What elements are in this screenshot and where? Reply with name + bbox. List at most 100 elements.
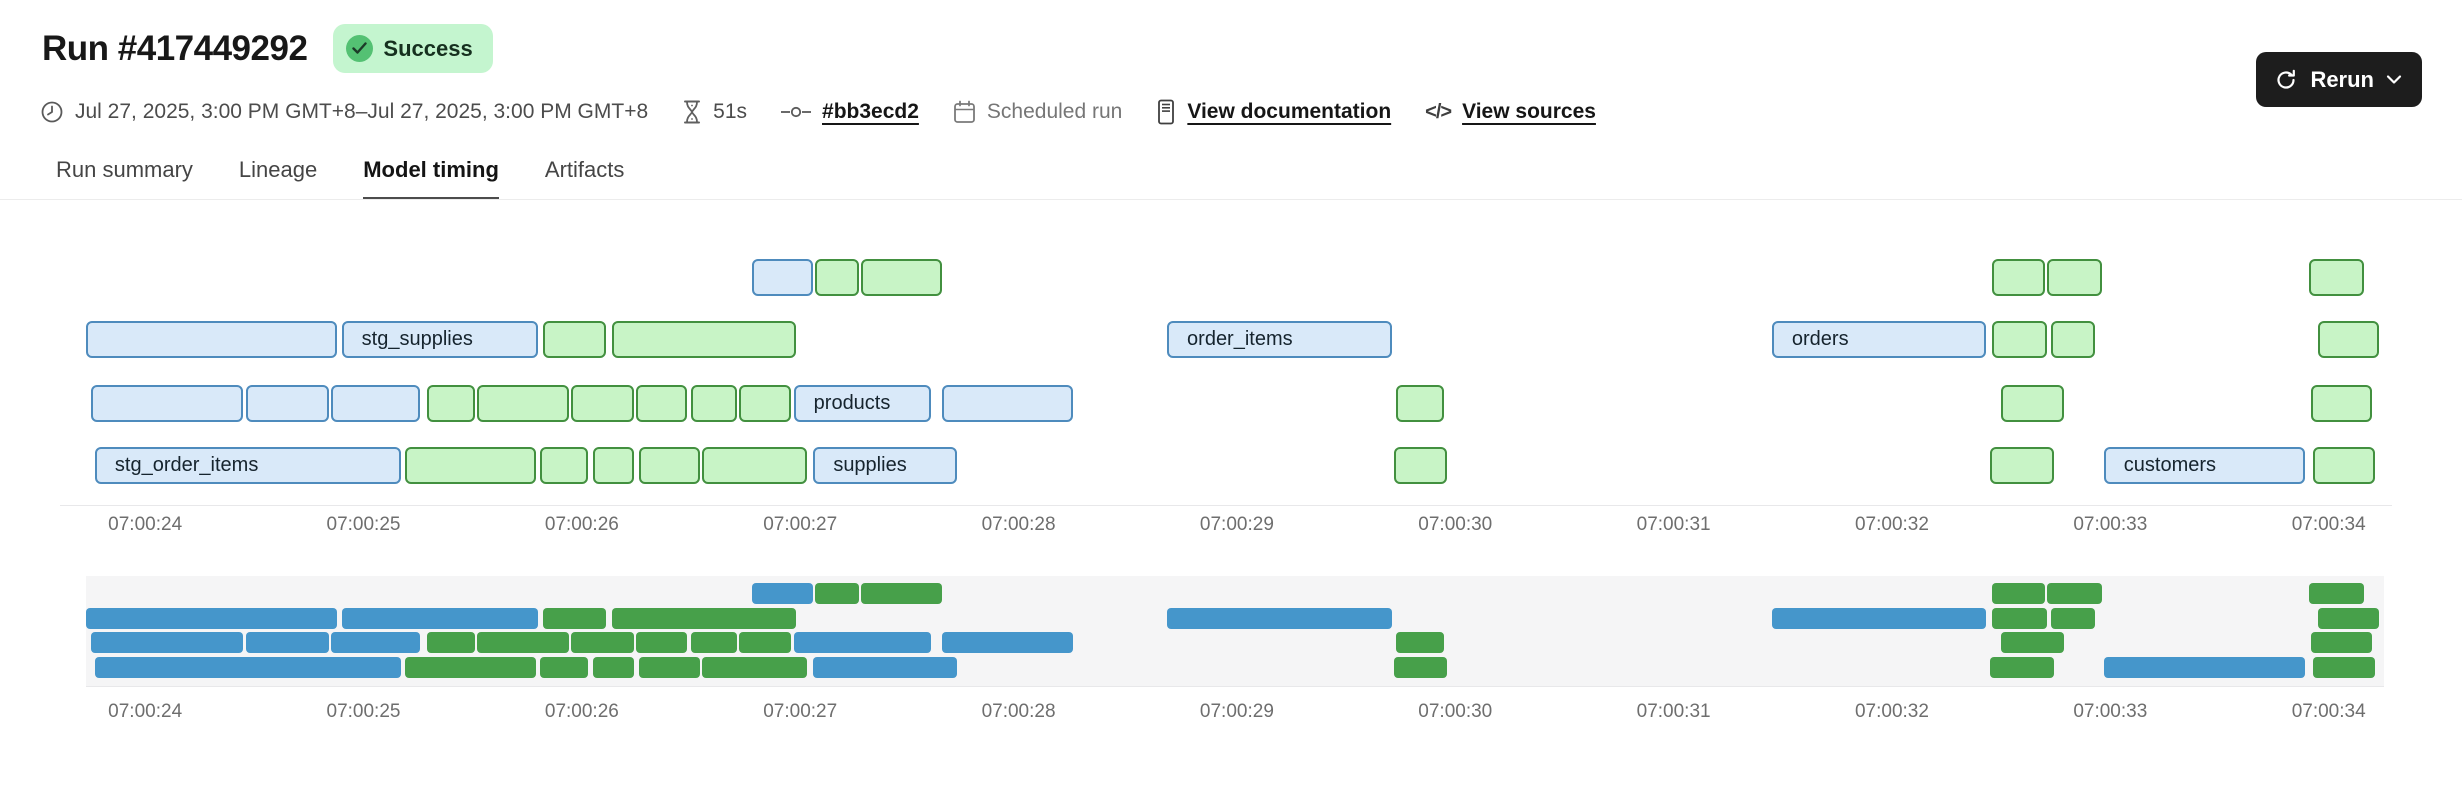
run-tabs: Run summary Lineage Model timing Artifac… (56, 157, 624, 200)
tab-artifacts[interactable]: Artifacts (544, 157, 625, 182)
gantt-bar[interactable] (636, 632, 687, 653)
gantt-bar[interactable] (942, 632, 1074, 653)
gantt-bar[interactable] (815, 583, 860, 604)
gantt-bar[interactable] (90, 632, 244, 653)
gantt-bar[interactable] (752, 259, 814, 296)
gantt-bar[interactable] (570, 632, 635, 653)
tab-model-timing[interactable]: Model timing (363, 157, 499, 200)
gantt-bar[interactable] (477, 385, 569, 422)
gantt-bar[interactable] (1992, 583, 2045, 604)
gantt-bar-label: orders (1791, 328, 1849, 350)
gantt-bar-stg_order_items[interactable]: stg_order_items (94, 447, 401, 484)
gantt-bar[interactable] (2001, 632, 2065, 653)
gantt-bar[interactable] (90, 385, 244, 422)
gantt-bar-products[interactable]: products (793, 385, 932, 422)
time-tick-label: 07:00:24 (108, 701, 183, 722)
gantt-bar[interactable] (739, 385, 792, 422)
gantt-bar[interactable] (1394, 447, 1447, 484)
view-documentation-text[interactable]: View documentation (1187, 100, 1392, 123)
gantt-bar-stg_order_items[interactable] (94, 657, 401, 678)
gantt-bar-supplies[interactable] (813, 657, 958, 678)
gantt-bar[interactable] (404, 447, 536, 484)
gantt-bar-orders[interactable]: orders (1771, 321, 1986, 358)
gantt-bar-customers[interactable]: customers (2103, 447, 2305, 484)
gantt-bar[interactable] (245, 385, 329, 422)
gantt-bar[interactable] (612, 608, 796, 629)
gantt-bar[interactable] (570, 385, 635, 422)
rerun-button[interactable]: Rerun (2256, 52, 2422, 107)
gantt-bar[interactable] (245, 632, 329, 653)
gantt-bar-stg_supplies[interactable]: stg_supplies (341, 321, 539, 358)
gantt-bar[interactable] (691, 385, 737, 422)
gantt-bar[interactable] (942, 385, 1074, 422)
gantt-bar-customers[interactable] (2103, 657, 2305, 678)
commit-link-text[interactable]: #bb3ecd2 (822, 100, 919, 123)
gantt-bar[interactable] (330, 385, 421, 422)
gantt-bar[interactable] (426, 385, 475, 422)
gantt-bar[interactable] (2313, 447, 2375, 484)
time-tick-label: 07:00:28 (981, 514, 1056, 535)
gantt-bar[interactable] (426, 632, 475, 653)
gantt-bar[interactable] (86, 608, 338, 629)
gantt-bar[interactable] (592, 657, 635, 678)
clock-icon (40, 100, 64, 124)
gantt-bar[interactable] (1396, 385, 1445, 422)
gantt-bar[interactable] (861, 259, 943, 296)
gantt-bar[interactable] (86, 321, 338, 358)
gantt-bar[interactable] (1990, 657, 2054, 678)
gantt-bar-order_items[interactable] (1167, 608, 1392, 629)
gantt-bar[interactable] (2311, 632, 2373, 653)
gantt-bar[interactable] (2309, 583, 2364, 604)
time-tick-label: 07:00:27 (763, 701, 838, 722)
gantt-bar[interactable] (638, 657, 700, 678)
gantt-bar[interactable] (540, 657, 589, 678)
gantt-bar[interactable] (2317, 608, 2379, 629)
gantt-bar[interactable] (540, 447, 589, 484)
view-documentation-link[interactable]: View documentation (1156, 99, 1391, 125)
gantt-bar-products[interactable] (793, 632, 932, 653)
gantt-bar[interactable] (1396, 632, 1445, 653)
gantt-bar[interactable] (2311, 385, 2373, 422)
gantt-bar[interactable] (477, 632, 569, 653)
gantt-bar[interactable] (2047, 583, 2102, 604)
gantt-bar[interactable] (2047, 259, 2102, 296)
gantt-bar[interactable] (2001, 385, 2065, 422)
gantt-bar[interactable] (542, 321, 606, 358)
gantt-bar-supplies[interactable]: supplies (813, 447, 958, 484)
gantt-bar[interactable] (330, 632, 421, 653)
gantt-bar[interactable] (592, 447, 635, 484)
gantt-bar[interactable] (1394, 657, 1447, 678)
gantt-bar[interactable] (701, 447, 807, 484)
gantt-bar[interactable] (1992, 321, 2047, 358)
gantt-bar[interactable] (2313, 657, 2375, 678)
gantt-bar[interactable] (2051, 608, 2096, 629)
gantt-bar[interactable] (691, 632, 737, 653)
gantt-bar[interactable] (2051, 321, 2096, 358)
gantt-bar[interactable] (815, 259, 860, 296)
gantt-bar-orders[interactable] (1771, 608, 1986, 629)
gantt-bar[interactable] (861, 583, 943, 604)
gantt-bar[interactable] (542, 608, 606, 629)
gantt-bar[interactable] (701, 657, 807, 678)
run-date-range-text: Jul 27, 2025, 3:00 PM GMT+8–Jul 27, 2025… (75, 100, 649, 123)
view-sources-link[interactable]: </> View sources (1425, 100, 1596, 124)
gantt-bar[interactable] (1992, 608, 2047, 629)
gantt-bar[interactable] (739, 632, 792, 653)
gantt-bar-stg_supplies[interactable] (341, 608, 539, 629)
gantt-bar[interactable] (1992, 259, 2045, 296)
gantt-bar[interactable] (638, 447, 700, 484)
view-sources-text[interactable]: View sources (1462, 100, 1596, 123)
tab-run-summary[interactable]: Run summary (56, 157, 193, 182)
gantt-bar[interactable] (404, 657, 536, 678)
gantt-bar[interactable] (612, 321, 796, 358)
gantt-bar[interactable] (752, 583, 814, 604)
commit-link[interactable]: #bb3ecd2 (781, 100, 919, 124)
gantt-bar[interactable] (636, 385, 687, 422)
gantt-bar[interactable] (2317, 321, 2379, 358)
gantt-bar-order_items[interactable]: order_items (1167, 321, 1392, 358)
time-tick-label: 07:00:32 (1854, 514, 1929, 535)
gantt-bar[interactable] (1990, 447, 2054, 484)
tab-lineage[interactable]: Lineage (238, 157, 318, 182)
run-duration-text: 51s (713, 100, 748, 123)
gantt-bar[interactable] (2309, 259, 2364, 296)
